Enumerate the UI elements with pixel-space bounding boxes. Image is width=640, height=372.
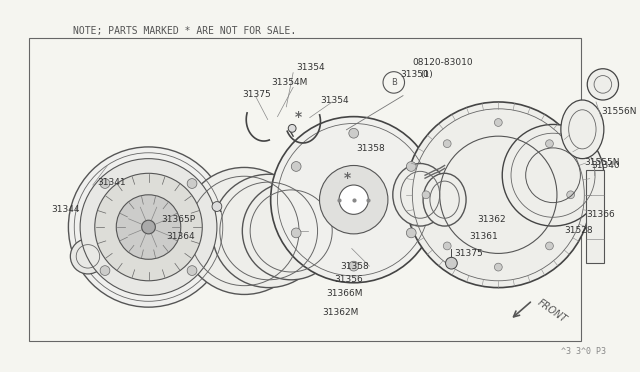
Text: 31528: 31528 bbox=[564, 227, 593, 235]
Text: 31375: 31375 bbox=[454, 249, 483, 258]
Text: 31344: 31344 bbox=[51, 205, 79, 214]
Circle shape bbox=[100, 179, 110, 188]
Ellipse shape bbox=[68, 147, 228, 307]
Ellipse shape bbox=[339, 185, 369, 214]
Bar bbox=[164, 195, 267, 281]
Ellipse shape bbox=[95, 173, 202, 281]
Circle shape bbox=[545, 140, 554, 148]
Circle shape bbox=[444, 140, 451, 148]
Circle shape bbox=[588, 69, 618, 100]
Ellipse shape bbox=[271, 117, 436, 283]
Text: 31354: 31354 bbox=[321, 96, 349, 105]
Text: 31354M: 31354M bbox=[271, 78, 308, 87]
Circle shape bbox=[349, 128, 358, 138]
Circle shape bbox=[291, 161, 301, 171]
Text: 31341: 31341 bbox=[98, 177, 126, 187]
Ellipse shape bbox=[319, 166, 388, 234]
Ellipse shape bbox=[393, 164, 447, 226]
Text: 31354: 31354 bbox=[296, 63, 324, 72]
Ellipse shape bbox=[116, 195, 180, 259]
Ellipse shape bbox=[406, 102, 591, 288]
Bar bbox=[586, 170, 604, 263]
Ellipse shape bbox=[423, 173, 466, 226]
Circle shape bbox=[187, 266, 197, 275]
Text: ^3 3^0 P3: ^3 3^0 P3 bbox=[561, 347, 606, 356]
Circle shape bbox=[406, 161, 416, 171]
Ellipse shape bbox=[80, 158, 217, 295]
Text: 31366M: 31366M bbox=[326, 289, 363, 298]
Ellipse shape bbox=[502, 125, 604, 226]
Text: 31556N: 31556N bbox=[601, 107, 636, 116]
Ellipse shape bbox=[212, 174, 325, 288]
Text: NOTE; PARTS MARKED * ARE NOT FOR SALE.: NOTE; PARTS MARKED * ARE NOT FOR SALE. bbox=[74, 26, 296, 36]
Circle shape bbox=[288, 125, 296, 132]
Text: (1): (1) bbox=[420, 70, 433, 79]
Ellipse shape bbox=[70, 239, 106, 274]
Text: 31365P: 31365P bbox=[161, 215, 195, 224]
Circle shape bbox=[100, 266, 110, 275]
Circle shape bbox=[495, 119, 502, 126]
Circle shape bbox=[291, 228, 301, 238]
Text: 31356: 31356 bbox=[334, 275, 363, 284]
Ellipse shape bbox=[141, 220, 156, 234]
Text: 31361: 31361 bbox=[469, 232, 498, 241]
Text: 31358: 31358 bbox=[356, 144, 385, 153]
Text: FRONT: FRONT bbox=[536, 297, 568, 325]
Text: 31364: 31364 bbox=[166, 232, 195, 241]
Text: 31362: 31362 bbox=[477, 215, 506, 224]
Circle shape bbox=[567, 191, 575, 199]
Text: 08120-83010: 08120-83010 bbox=[412, 58, 473, 67]
Circle shape bbox=[445, 257, 458, 269]
Circle shape bbox=[187, 179, 197, 188]
Circle shape bbox=[444, 242, 451, 250]
Bar bbox=[29, 38, 581, 341]
Circle shape bbox=[349, 261, 358, 271]
Text: *: * bbox=[343, 171, 351, 185]
Circle shape bbox=[495, 263, 502, 271]
Text: 31358: 31358 bbox=[340, 262, 369, 270]
Circle shape bbox=[545, 242, 554, 250]
Text: 31366: 31366 bbox=[586, 210, 615, 219]
Text: *: * bbox=[294, 110, 301, 124]
Circle shape bbox=[422, 191, 430, 199]
Text: B: B bbox=[391, 78, 397, 87]
Text: 31362M: 31362M bbox=[323, 308, 359, 317]
Ellipse shape bbox=[243, 182, 340, 280]
Text: 31555N: 31555N bbox=[584, 158, 620, 167]
Ellipse shape bbox=[561, 100, 604, 158]
Circle shape bbox=[406, 228, 416, 238]
Text: 31350: 31350 bbox=[401, 70, 429, 79]
Ellipse shape bbox=[180, 167, 308, 295]
Text: 31340: 31340 bbox=[591, 161, 620, 170]
Circle shape bbox=[212, 202, 222, 211]
Text: 31375: 31375 bbox=[243, 90, 271, 99]
